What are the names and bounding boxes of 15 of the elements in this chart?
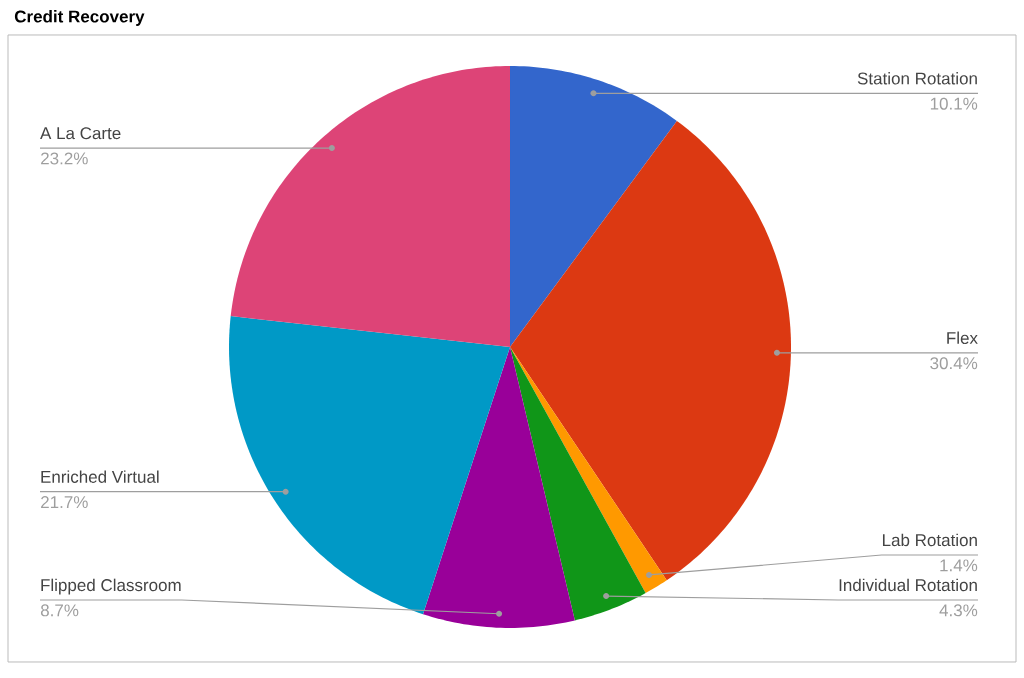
data-label: 30.4%	[930, 357, 978, 370]
slice-label: Individual Rotation	[839, 578, 977, 592]
slice-label: A La Carte	[40, 127, 121, 140]
data-label: 1.4%	[940, 559, 978, 572]
slice-label: Station Rotation	[857, 72, 977, 85]
slice-label: Flipped Classroom	[41, 578, 181, 595]
chart-title: Credit Recovery	[14, 10, 145, 26]
slice-label: Flex	[947, 331, 978, 345]
data-label: 23.2%	[41, 152, 88, 165]
slice-label: Lab Rotation	[882, 533, 977, 547]
data-label: 4.3%	[939, 604, 978, 617]
data-label: 21.7%	[41, 496, 88, 509]
slice-label: Enriched Virtual	[41, 470, 159, 483]
data-label: 10.1%	[930, 97, 978, 110]
data-label: 8.7%	[40, 604, 79, 617]
